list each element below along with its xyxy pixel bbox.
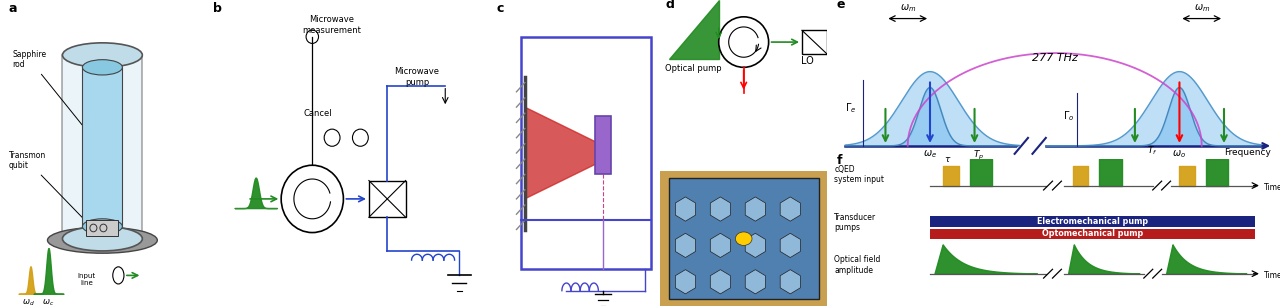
Text: Microwave
pump: Microwave pump (394, 67, 439, 87)
Bar (63, 55, 142, 239)
Text: $\omega_m$: $\omega_m$ (900, 3, 916, 14)
Text: $\omega_e$: $\omega_e$ (923, 148, 937, 160)
Circle shape (282, 165, 343, 233)
Text: f: f (836, 154, 842, 166)
Text: $\omega_o$: $\omega_o$ (1172, 148, 1187, 160)
Text: Time: Time (1265, 271, 1280, 280)
Ellipse shape (82, 219, 123, 234)
Text: cQED
system input: cQED system input (835, 165, 884, 184)
Text: $\tau$: $\tau$ (945, 155, 951, 164)
Text: 277 THz: 277 THz (1032, 53, 1078, 63)
Polygon shape (676, 233, 695, 258)
Text: $\Gamma_o$: $\Gamma_o$ (1064, 109, 1075, 123)
Text: b: b (214, 2, 223, 15)
Text: Optical field
amplitude: Optical field amplitude (835, 255, 881, 274)
Circle shape (735, 232, 753, 245)
Text: $T_f$: $T_f$ (1147, 144, 1158, 157)
Text: $\omega_m$: $\omega_m$ (1193, 3, 1210, 14)
Text: Frequency: Frequency (1224, 148, 1271, 157)
Bar (369, 181, 406, 217)
Ellipse shape (63, 226, 142, 251)
Ellipse shape (63, 43, 142, 67)
Polygon shape (710, 270, 731, 294)
Polygon shape (781, 197, 800, 221)
Ellipse shape (82, 60, 123, 75)
Bar (82, 67, 123, 226)
Text: Time: Time (1265, 182, 1280, 192)
Bar (87, 220, 118, 236)
Polygon shape (745, 270, 765, 294)
Bar (595, 116, 612, 174)
Text: Optical pump: Optical pump (666, 64, 722, 73)
Polygon shape (669, 0, 719, 59)
Bar (521, 37, 652, 269)
Polygon shape (781, 233, 800, 258)
Text: c: c (497, 2, 504, 15)
Text: $\omega_d$: $\omega_d$ (22, 297, 35, 306)
Text: Electromechanical pump: Electromechanical pump (1037, 218, 1148, 226)
Text: $\omega_c$: $\omega_c$ (42, 297, 55, 306)
Text: $\Gamma_e$: $\Gamma_e$ (845, 101, 856, 115)
Circle shape (352, 129, 369, 146)
Text: LO: LO (800, 56, 813, 66)
Text: d: d (666, 0, 675, 11)
Text: Microwave
measurement: Microwave measurement (302, 15, 361, 35)
Polygon shape (676, 270, 695, 294)
Text: Transmon
qubit: Transmon qubit (9, 151, 90, 225)
Text: e: e (836, 0, 845, 11)
Circle shape (306, 30, 319, 43)
Circle shape (324, 129, 340, 146)
Polygon shape (745, 233, 765, 258)
Text: Transducer
pumps: Transducer pumps (835, 213, 877, 232)
Text: Input
line: Input line (77, 273, 96, 285)
Text: Cancel: Cancel (303, 109, 333, 118)
Polygon shape (781, 270, 800, 294)
Ellipse shape (47, 227, 157, 253)
Polygon shape (710, 197, 731, 221)
Bar (931, 229, 1256, 239)
Polygon shape (525, 107, 600, 199)
Polygon shape (745, 197, 765, 221)
Bar (931, 216, 1256, 227)
Bar (801, 30, 827, 54)
Text: a: a (9, 2, 17, 15)
Text: $T_p$: $T_p$ (973, 149, 984, 162)
Polygon shape (676, 197, 695, 221)
Polygon shape (710, 233, 731, 258)
Text: Optomechanical pump: Optomechanical pump (1042, 230, 1143, 238)
Text: Sapphire
rod: Sapphire rod (13, 50, 90, 135)
Circle shape (719, 17, 769, 67)
